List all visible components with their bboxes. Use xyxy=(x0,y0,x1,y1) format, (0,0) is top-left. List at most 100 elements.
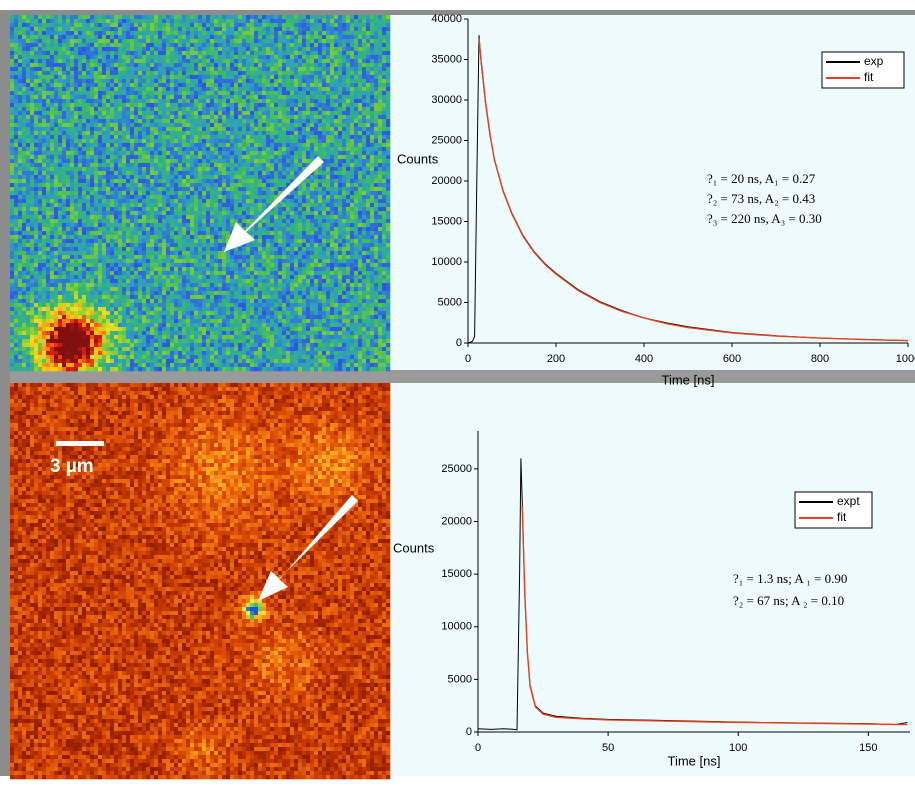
pixel xyxy=(58,59,62,63)
pixel xyxy=(214,91,218,95)
pixel xyxy=(10,115,14,119)
pixel xyxy=(34,107,38,111)
pixel xyxy=(118,23,122,27)
pixel xyxy=(42,195,46,199)
pixel xyxy=(254,155,258,159)
pixel xyxy=(74,19,78,23)
pixel xyxy=(74,151,78,155)
pixel xyxy=(294,39,298,43)
pixel xyxy=(354,131,358,135)
pixel xyxy=(346,135,350,139)
pixel xyxy=(270,167,274,171)
pixel xyxy=(198,19,202,23)
pixel xyxy=(266,27,270,31)
pixel xyxy=(70,175,74,179)
pixel xyxy=(82,47,86,51)
pixel xyxy=(82,75,86,79)
pixel xyxy=(222,79,226,83)
pixel xyxy=(362,147,366,151)
pixel xyxy=(286,131,290,135)
pixel xyxy=(102,155,106,159)
pixel xyxy=(78,39,82,43)
pixel xyxy=(70,19,74,23)
pixel xyxy=(322,103,326,107)
pixel xyxy=(58,123,62,127)
pixel xyxy=(346,71,350,75)
pixel xyxy=(338,215,342,219)
pixel xyxy=(358,59,362,63)
pixel xyxy=(146,151,150,155)
pixel xyxy=(346,123,350,127)
pixel xyxy=(142,175,146,179)
pixel xyxy=(258,179,262,183)
pixel xyxy=(134,75,138,79)
pixel xyxy=(274,191,278,195)
pixel xyxy=(66,111,70,115)
pixel xyxy=(146,95,150,99)
pixel xyxy=(362,51,366,55)
pixel xyxy=(106,167,110,171)
pixel xyxy=(186,147,190,151)
pixel xyxy=(98,179,102,183)
pixel xyxy=(146,223,150,227)
pixel xyxy=(282,31,286,35)
pixel xyxy=(10,215,14,219)
pixel xyxy=(382,183,386,187)
pixel xyxy=(214,107,218,111)
pixel xyxy=(266,87,270,91)
pixel xyxy=(114,155,118,159)
pixel xyxy=(62,199,66,203)
pixel xyxy=(370,71,374,75)
pixel xyxy=(326,23,330,27)
pixel xyxy=(142,91,146,95)
pixel xyxy=(310,67,314,71)
pixel xyxy=(102,43,106,47)
pixel xyxy=(314,47,318,51)
pixel xyxy=(202,79,206,83)
pixel xyxy=(126,207,130,211)
pixel xyxy=(310,175,314,179)
pixel xyxy=(194,127,198,131)
pixel xyxy=(90,171,94,175)
pixel xyxy=(158,95,162,99)
pixel xyxy=(186,55,190,59)
pixel xyxy=(162,159,166,163)
pixel xyxy=(202,23,206,27)
pixel xyxy=(342,171,346,175)
pixel xyxy=(22,211,26,215)
pixel xyxy=(198,91,202,95)
pixel xyxy=(90,183,94,187)
pixel xyxy=(290,131,294,135)
pixel xyxy=(110,39,114,43)
pixel xyxy=(14,95,18,99)
pixel xyxy=(266,47,270,51)
pixel xyxy=(194,163,198,167)
pixel xyxy=(234,39,238,43)
pixel xyxy=(238,107,242,111)
pixel xyxy=(238,39,242,43)
pixel xyxy=(22,51,26,55)
pixel xyxy=(366,195,370,199)
pixel xyxy=(138,31,142,35)
pixel xyxy=(190,75,194,79)
pixel xyxy=(118,215,122,219)
pixel xyxy=(286,179,290,183)
pixel xyxy=(362,123,366,127)
pixel xyxy=(130,179,134,183)
pixel xyxy=(294,27,298,31)
pixel xyxy=(222,207,226,211)
pixel xyxy=(378,119,382,123)
pixel xyxy=(70,151,74,155)
pixel xyxy=(186,123,190,127)
pixel xyxy=(306,207,310,211)
pixel xyxy=(270,143,274,147)
pixel xyxy=(106,43,110,47)
pixel xyxy=(378,159,382,163)
pixel xyxy=(146,211,150,215)
pixel xyxy=(194,207,198,211)
pixel xyxy=(346,219,350,223)
pixel xyxy=(238,175,242,179)
pixel xyxy=(110,51,114,55)
pixel xyxy=(110,55,114,59)
pixel xyxy=(130,111,134,115)
